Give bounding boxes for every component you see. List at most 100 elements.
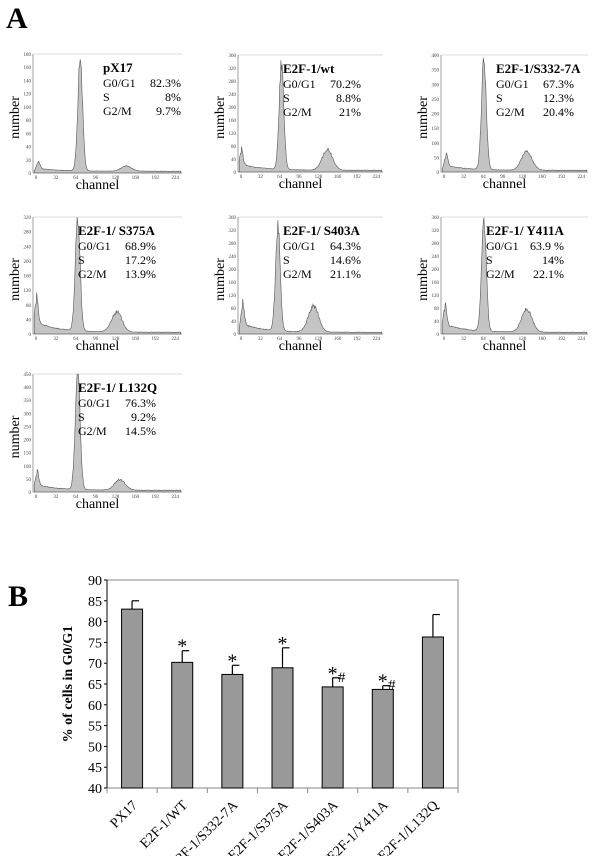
phase-value: 9.2% xyxy=(131,410,156,424)
phase-label: G0/G1 xyxy=(78,239,111,253)
phase-value: 9.7% xyxy=(156,104,181,118)
y-tick-label: 40 xyxy=(231,158,237,163)
x-tick-label: 224 xyxy=(171,337,179,342)
x-tick-label: 192 xyxy=(353,175,361,180)
phase-value: 12.3% xyxy=(543,91,574,105)
y-axis-label: number xyxy=(416,258,431,301)
histogram-area xyxy=(238,220,383,335)
sample-title: E2F-1/ S375A xyxy=(78,223,156,238)
x-tick-label: 224 xyxy=(577,175,585,180)
y-tick-label: 140 xyxy=(24,79,32,84)
y-tick-label: 150 xyxy=(24,452,32,457)
histogram-area xyxy=(33,216,182,335)
y-tick-label: 50 xyxy=(434,156,440,161)
y-tick-label: 160 xyxy=(24,275,32,280)
y-tick-label: 240 xyxy=(229,93,237,98)
y-tick-label: 200 xyxy=(229,268,237,273)
histogram-panel: 0 40 80 120 160 200 240 280 320 360 0 32 64 96 128 160 1… xyxy=(416,216,588,354)
significance-star: * xyxy=(378,671,388,693)
histogram-area xyxy=(238,60,383,173)
phase-value: 17.2% xyxy=(125,253,156,267)
sample-title: E2F-1/wt xyxy=(283,61,335,76)
y-tick-label: 300 xyxy=(24,412,32,417)
significance-star: * xyxy=(227,650,237,672)
phase-value: 63.9 % xyxy=(530,239,564,253)
y-tick-label: 160 xyxy=(24,66,32,71)
phase-label: S xyxy=(283,253,290,267)
y-tick-label: 40 xyxy=(26,318,32,323)
y-tick-label: 300 xyxy=(432,83,440,88)
phase-label: G0/G1 xyxy=(486,239,519,253)
x-tick-label: 128 xyxy=(519,337,527,342)
x-axis-label: channel xyxy=(76,178,120,193)
phase-label: G0/G1 xyxy=(283,77,316,91)
x-axis-label: channel xyxy=(76,339,120,354)
phase-value: 67.3% xyxy=(543,77,574,91)
x-tick-label: 160 xyxy=(132,495,140,500)
x-tick-label: 192 xyxy=(558,175,566,180)
x-tick-label: 192 xyxy=(151,176,159,181)
significance-star: * xyxy=(278,633,288,655)
phase-value: 22.1% xyxy=(533,267,564,281)
y-tick-label: 160 xyxy=(432,281,440,286)
y-tick-label: 85 xyxy=(88,595,102,610)
x-tick-label: 192 xyxy=(558,337,566,342)
x-tick-label: 96 xyxy=(500,175,506,180)
x-tick-label: 128 xyxy=(112,337,120,342)
y-axis-label: number xyxy=(416,96,431,139)
x-tick-label: 0 xyxy=(240,175,243,180)
histogram-panel: 0 40 80 120 160 200 240 280 320 0 32 64 96 128 160 192 2… xyxy=(8,216,182,354)
y-tick-label: 280 xyxy=(229,80,237,85)
y-tick-label: 180 xyxy=(24,53,32,58)
y-tick-label: 50 xyxy=(26,478,32,483)
y-tick-label: 100 xyxy=(432,142,440,147)
x-tick-label: 160 xyxy=(334,337,342,342)
bar xyxy=(271,667,294,789)
x-tick-label: 32 xyxy=(461,175,467,180)
y-tick-label: 80 xyxy=(26,119,32,124)
panel-label-b: B xyxy=(8,580,29,613)
y-tick-label: 0 xyxy=(29,333,32,338)
phase-value: 70.2% xyxy=(330,77,361,91)
y-tick-label: 0 xyxy=(29,172,32,177)
y-tick-label: 350 xyxy=(432,69,440,74)
y-tick-label: 320 xyxy=(229,67,237,72)
y-tick-label: 320 xyxy=(24,216,32,221)
y-tick-label: 360 xyxy=(229,216,237,221)
y-tick-label: 60 xyxy=(88,699,102,714)
x-tick-label: 224 xyxy=(171,176,179,181)
phase-label: S xyxy=(78,253,85,267)
bar xyxy=(321,686,344,789)
y-tick-label: 250 xyxy=(24,425,32,430)
x-tick-label: 160 xyxy=(538,175,546,180)
y-tick-label: 160 xyxy=(229,281,237,286)
phase-label: S xyxy=(78,410,85,424)
y-tick-label: 400 xyxy=(432,54,440,59)
x-tick-label: 96 xyxy=(93,495,99,500)
y-tick-label: 80 xyxy=(434,307,440,312)
x-tick-label: 96 xyxy=(297,337,303,342)
x-tick-label: 0 xyxy=(35,176,38,181)
phase-label: G2/M xyxy=(283,267,312,281)
y-tick-label: 400 xyxy=(24,386,32,391)
x-tick-label: 224 xyxy=(171,495,179,500)
y-tick-label: 0 xyxy=(234,171,237,176)
x-tick-label: 0 xyxy=(443,337,446,342)
y-tick-label: 360 xyxy=(432,216,440,221)
y-tick-label: 200 xyxy=(24,439,32,444)
x-tick-label: 64 xyxy=(481,175,487,180)
x-tick-label: 224 xyxy=(373,337,381,342)
bar xyxy=(371,688,394,789)
y-tick-label: 450 xyxy=(24,373,32,378)
y-tick-label: 65 xyxy=(88,678,102,693)
y-tick-label: 40 xyxy=(26,146,32,151)
phase-label: G2/M xyxy=(78,267,107,281)
histogram-panel: 0 50 100 150 200 250 300 350 400 450 0 32 64 96 128 160… xyxy=(8,373,182,512)
y-tick-label: 80 xyxy=(88,616,102,631)
phase-label: G2/M xyxy=(496,105,525,119)
x-axis-label: channel xyxy=(279,177,323,192)
x-tick-label: 32 xyxy=(258,175,264,180)
phase-value: 8% xyxy=(165,90,181,104)
